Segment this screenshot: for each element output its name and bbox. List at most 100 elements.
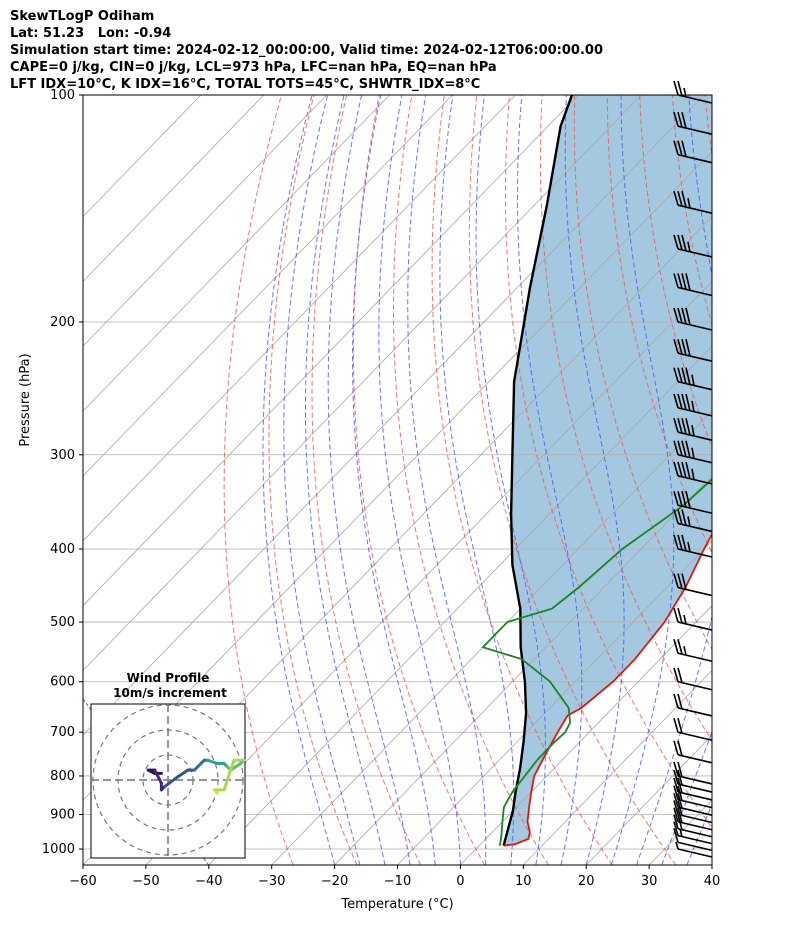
- hodograph-segment: [212, 788, 219, 795]
- wind-barb-flag: [673, 718, 679, 733]
- moist-adiabat: [661, 730, 712, 865]
- dry-adiabat: [505, 95, 712, 829]
- wind-barb: [673, 667, 713, 691]
- moist-adiabat: [737, 95, 794, 865]
- moist-adiabat: [439, 95, 515, 865]
- x-tick-label: 40: [704, 874, 721, 889]
- y-tick-label: 900: [50, 808, 75, 823]
- wind-barb-flag: [673, 777, 679, 793]
- wind-barb-flag: [677, 667, 683, 683]
- wind-barb-flag: [681, 234, 687, 252]
- wind-barb-flag: [681, 417, 687, 435]
- wind-barb-flag: [673, 440, 679, 455]
- wind-barb-flag: [677, 607, 683, 624]
- wind-barb-half-flag: [675, 841, 679, 850]
- wind-barb-flag: [673, 828, 679, 843]
- wind-barb-flag: [677, 761, 683, 778]
- wind-barb-flag: [673, 461, 679, 477]
- isotherm: [271, 410, 712, 865]
- wind-barb-half-flag: [683, 614, 687, 625]
- y-tick-label: 300: [50, 448, 75, 463]
- isotherm: [334, 475, 712, 865]
- wind-barb-staff: [677, 834, 713, 845]
- wind-barb-half-flag: [691, 468, 695, 481]
- wind-barb-staff: [677, 707, 713, 717]
- wind-barb-flag: [677, 740, 683, 757]
- wind-barb: [673, 777, 713, 801]
- wind-barb-flag: [677, 639, 683, 655]
- wind-barb-flag: [673, 800, 679, 815]
- wind-barb-flag: [685, 461, 691, 480]
- x-tick-label: 10: [515, 874, 532, 889]
- wind-barb-flag: [685, 440, 691, 458]
- wind-barb-flag: [673, 693, 679, 709]
- wind-barb-staff: [677, 248, 713, 258]
- wind-barb-staff: [677, 153, 713, 164]
- wind-barb-flag: [677, 534, 683, 551]
- wind-barb-flag: [677, 234, 683, 251]
- wind-barb-staff: [677, 754, 713, 764]
- wind-barb: [673, 440, 713, 464]
- dry-adiabat: [268, 95, 358, 865]
- wind-barb-half-flag: [687, 241, 691, 253]
- wind-barb-staff: [677, 380, 713, 391]
- dry-adiabat: [352, 95, 485, 865]
- wind-barb-flag: [673, 807, 679, 822]
- dry-adiabat: [573, 95, 712, 651]
- x-tick-label: −30: [258, 874, 285, 889]
- isotherm: [83, 95, 516, 542]
- x-tick-label: 30: [641, 874, 658, 889]
- wind-barb-staff: [677, 407, 713, 417]
- moist-adiabat: [711, 863, 712, 865]
- hodograph-segment: [163, 775, 180, 789]
- wind-barb: [673, 534, 713, 558]
- wind-barb: [673, 718, 713, 742]
- hodograph-subtitle: 10m/s increment: [113, 686, 227, 700]
- wind-barb: [673, 338, 713, 362]
- wind-barb-flag: [673, 307, 679, 323]
- x-tick-label: −60: [69, 874, 96, 889]
- isotherm: [711, 864, 712, 865]
- wind-barb-staff: [677, 586, 713, 597]
- wind-barb-flag: [677, 393, 683, 410]
- wind-barb-flag: [681, 491, 687, 508]
- wind-barb: [673, 740, 713, 764]
- moist-adiabat: [351, 95, 436, 865]
- x-axis-label: Temperature (°C): [340, 897, 453, 912]
- wind-barb-flag: [673, 140, 679, 155]
- hodograph-segment: [192, 762, 203, 772]
- wind-barb-half-flag: [691, 425, 695, 437]
- station-title: SkewTLogP Odiham: [10, 9, 155, 24]
- isotherm: [145, 280, 712, 865]
- wind-barb-flag: [677, 573, 683, 589]
- wind-barb: [673, 461, 713, 485]
- wind-barb: [673, 607, 713, 631]
- wind-barb-flag: [677, 367, 683, 383]
- wind-barb: [673, 573, 713, 597]
- chart-header: SkewTLogP Odiham Lat: 51.23 Lon: -0.94 S…: [10, 8, 603, 93]
- isotherm: [83, 95, 390, 412]
- wind-barb-flag: [685, 417, 691, 436]
- wind-barb-staff: [677, 791, 713, 801]
- wind-barb-half-flag: [691, 374, 695, 386]
- wind-barb-staff: [677, 806, 713, 816]
- dry-adiabat: [738, 95, 794, 865]
- wind-barb-staff: [677, 731, 713, 742]
- wind-barb-staff: [677, 783, 713, 793]
- wind-barb: [673, 140, 713, 164]
- wind-barb-flag: [673, 573, 679, 588]
- wind-barb-flag: [677, 718, 683, 734]
- wind-barb-staff: [677, 475, 713, 485]
- wind-barb-flag: [685, 273, 691, 291]
- wind-barb-staff: [677, 775, 713, 785]
- wind-barb-flag: [685, 367, 691, 385]
- wind-barb: [673, 307, 713, 331]
- x-tick-label: 20: [578, 874, 595, 889]
- wind-barb-flag: [677, 491, 683, 507]
- wind-barb-staff: [677, 680, 713, 691]
- wind-barb: [673, 111, 713, 135]
- wind-barb-staff: [677, 522, 713, 533]
- wind-barb-flag: [673, 639, 679, 654]
- dry-adiabat: [704, 95, 712, 158]
